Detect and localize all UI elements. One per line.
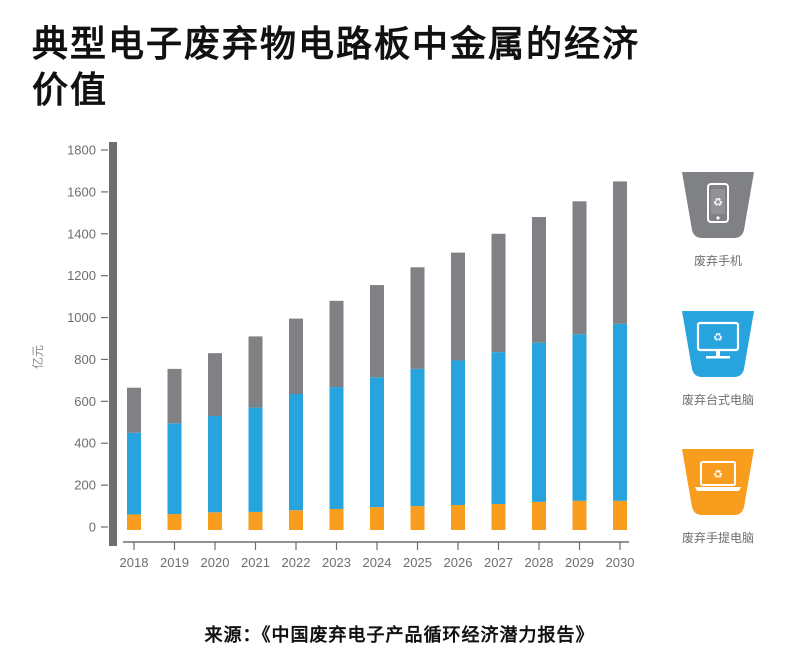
legend-item-laptop: ♻ 废弃手提电脑	[668, 449, 768, 546]
bar-phone-2028	[532, 217, 546, 343]
bar-desktop-2027	[491, 352, 506, 504]
desktop-bin-icon: ♻	[682, 311, 754, 377]
y-tick-label: 1000	[67, 310, 96, 325]
x-axis: 2018 2019 2020 2021 2022 2023 2024 2025 2026 2027…	[120, 541, 635, 570]
bar-phone-2025	[410, 267, 425, 369]
bar-desktop-2021	[248, 407, 263, 512]
bar-laptop-2028	[532, 501, 546, 530]
legend-item-desktop: ♻ 废弃台式电脑	[668, 311, 768, 408]
x-tick-label: 2029	[565, 555, 594, 570]
x-tick-label: 2021	[241, 555, 270, 570]
x-tick-label: 2018	[120, 555, 149, 570]
bar-laptop-2027	[491, 503, 506, 530]
bar-laptop-2020	[208, 512, 222, 530]
x-tick-label: 2027	[484, 555, 513, 570]
bar-laptop-2021	[248, 511, 263, 530]
bar-laptop-2025	[410, 506, 425, 530]
legend-label-laptop: 废弃手提电脑	[681, 531, 754, 545]
x-tick-label: 2023	[322, 555, 351, 570]
bar-laptop-2026	[451, 505, 465, 530]
bar-laptop-2023	[329, 508, 344, 530]
legend-label-desktop: 废弃台式电脑	[681, 393, 754, 407]
bar-laptop-2030	[613, 500, 627, 530]
y-tick-label: 600	[74, 394, 96, 409]
bar-phone-2030	[613, 181, 627, 324]
bar-desktop-2026	[451, 360, 465, 506]
x-tick-label: 2022	[282, 555, 311, 570]
x-tick-label: 2019	[160, 555, 189, 570]
x-tick-label: 2030	[606, 555, 635, 570]
bar-phone-2027	[491, 233, 506, 353]
bar-desktop-2024	[370, 377, 384, 508]
bar-laptop-2022	[289, 510, 303, 530]
bar-phone-2023	[329, 300, 344, 388]
x-tick-label: 2024	[363, 555, 392, 570]
x-tick-label: 2025	[403, 555, 432, 570]
bar-desktop-2029	[572, 334, 587, 501]
bar-desktop-2025	[410, 368, 425, 507]
bar-laptop-2029	[572, 500, 587, 530]
bar-phone-2020	[208, 353, 222, 416]
y-tick-label: 1200	[67, 268, 96, 283]
y-tick-label: 800	[74, 352, 96, 367]
bar-desktop-2030	[613, 323, 627, 501]
phone-bin-icon: ♻	[682, 172, 754, 238]
svg-text:♻: ♻	[713, 196, 723, 209]
bar-desktop-2028	[532, 342, 546, 502]
y-axis-label: 亿元	[30, 345, 45, 369]
bar-phone-2022	[289, 318, 303, 395]
bar-phone-2021	[248, 336, 263, 408]
chart-title: 典型电子废弃物电路板中金属的经济价值	[32, 24, 641, 111]
bar-phone-2024	[370, 285, 384, 378]
x-tick-label: 2028	[525, 555, 554, 570]
bar-phone-2018	[127, 387, 141, 433]
bar-desktop-2019	[167, 423, 182, 515]
bar-laptop-2019	[167, 514, 182, 530]
legend-item-phone: ♻ 废弃手机	[668, 172, 768, 269]
bar-desktop-2018	[127, 432, 141, 515]
svg-text:♻: ♻	[713, 331, 723, 344]
bar-desktop-2022	[289, 394, 303, 511]
legend-label-phone: 废弃手机	[693, 254, 742, 268]
y-tick-label: 200	[74, 478, 96, 493]
source-note: 来源：《中国废弃电子产品循环经济潜力报告》	[204, 625, 595, 646]
y-axis-bar	[109, 142, 117, 546]
x-tick-label: 2020	[201, 555, 230, 570]
bar-phone-2029	[572, 201, 587, 335]
bar-phone-2019	[167, 368, 182, 424]
bar-phone-2026	[451, 252, 465, 361]
bar-desktop-2020	[208, 415, 222, 513]
x-tick-label: 2026	[444, 555, 473, 570]
y-tick-label: 400	[74, 436, 96, 451]
y-tick-label: 1400	[67, 226, 96, 241]
y-tick-label: 1600	[67, 184, 96, 199]
svg-text:♻: ♻	[713, 468, 723, 481]
y-axis: 0 200 400 600 800 1000 1200 1400 1600 1800	[67, 142, 117, 546]
bar-laptop-2024	[370, 507, 384, 530]
laptop-bin-icon: ♻	[682, 449, 754, 515]
bar-desktop-2023	[329, 387, 344, 509]
bars	[127, 181, 627, 530]
bar-laptop-2018	[127, 514, 141, 530]
y-tick-label: 1800	[67, 143, 96, 158]
y-tick-label: 0	[89, 520, 96, 535]
